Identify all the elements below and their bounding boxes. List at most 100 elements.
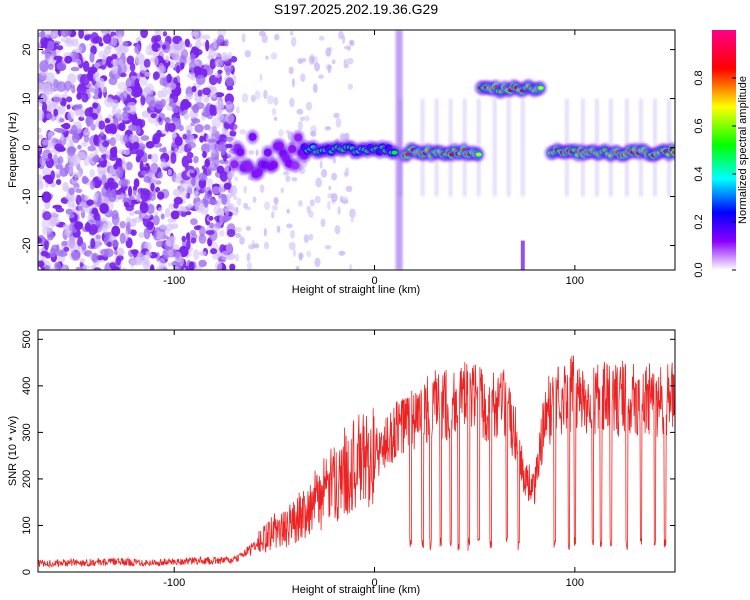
heatmap-noise-blob xyxy=(111,239,119,248)
heatmap-noise-blob xyxy=(108,190,117,203)
heatmap-noise-blob xyxy=(224,136,234,142)
heatmap-noise-blob xyxy=(142,156,148,163)
heatmap-noise-blob xyxy=(105,149,111,161)
heatmap-noise-blob xyxy=(303,234,309,244)
heatmap-noise-blob xyxy=(233,195,238,200)
heatmap-noise-blob xyxy=(221,250,229,261)
heatmap-noise-blob xyxy=(122,160,127,172)
heatmap-noise-blob xyxy=(180,48,189,60)
heatmap-noise-blob xyxy=(64,55,73,64)
heatmap-noise-blob xyxy=(171,104,179,114)
heatmap-noise-blob xyxy=(221,215,229,223)
heatmap-noise-blob xyxy=(346,57,354,65)
heatmap-noise-blob xyxy=(84,35,91,41)
heatmap-noise-blob xyxy=(152,133,161,145)
heatmap-noise-blob xyxy=(174,136,183,147)
heatmap-noise-blob xyxy=(324,126,332,131)
heatmap-noise-blob xyxy=(273,197,279,205)
heatmap-noise-blob xyxy=(263,241,269,250)
snr-y-axis-label: SNR (10 * v/v) xyxy=(7,416,19,486)
heatmap-noise-blob xyxy=(209,58,217,70)
heatmap-noise-blob xyxy=(44,30,51,39)
heatmap-noise-blob xyxy=(102,140,110,148)
spectrogram-y-axis-label: Frequency (Hz) xyxy=(7,112,19,188)
colorbar-tick-label: 0.0 xyxy=(693,262,705,277)
heatmap-noise-blob xyxy=(55,207,65,213)
heatmap-noise-blob xyxy=(214,58,224,68)
heatmap-noise-blob xyxy=(125,161,133,171)
heatmap-noise-blob xyxy=(49,31,55,39)
heatmap-noise-blob xyxy=(327,200,331,210)
heatmap-noise-blob xyxy=(76,46,83,53)
heatmap-noise-blob xyxy=(128,195,139,200)
heatmap-noise-blob xyxy=(89,168,96,178)
heatmap-noise-blob xyxy=(133,185,138,191)
heatmap-noise-blob xyxy=(208,126,218,134)
heatmap-noise-blob xyxy=(93,267,101,270)
heatmap-noise-blob xyxy=(288,66,294,75)
heatmap-noise-blob xyxy=(239,129,247,135)
y-tick-label: 20 xyxy=(21,43,33,55)
heatmap-signal-mid xyxy=(248,132,257,141)
heatmap-noise-blob xyxy=(221,194,228,205)
heatmap-noise-blob xyxy=(327,193,334,199)
heatmap-noise-blob xyxy=(309,53,315,64)
heatmap-noise-blob xyxy=(235,233,242,238)
heatmap-noise-blob xyxy=(90,32,99,44)
heatmap-noise-blob xyxy=(311,57,315,62)
colorbar-label: Normalized spectral amplitude xyxy=(737,76,749,224)
heatmap-noise-blob xyxy=(206,178,214,187)
heatmap-noise-blob xyxy=(164,208,171,218)
heatmap-noise-blob xyxy=(339,133,346,142)
heatmap-noise-blob xyxy=(95,238,101,250)
heatmap-noise-blob xyxy=(270,211,275,219)
heatmap-noise-blob xyxy=(47,40,55,52)
heatmap-noise-blob xyxy=(153,71,160,80)
x-tick-label: 0 xyxy=(371,577,377,589)
heatmap-noise-blob xyxy=(265,55,269,60)
heatmap-noise-blob xyxy=(155,240,164,248)
heatmap-noise-blob xyxy=(125,87,133,94)
heatmap-noise-blob xyxy=(154,100,164,110)
heatmap-noise-blob xyxy=(111,59,119,66)
heatmap-noise-blob xyxy=(245,225,252,231)
heatmap-noise-blob xyxy=(108,77,118,86)
heatmap-noise-blob xyxy=(349,208,356,219)
heatmap-noise-blob xyxy=(190,178,196,186)
heatmap-noise-blob xyxy=(229,130,237,137)
heatmap-noise-blob xyxy=(45,72,56,84)
heatmap-noise-blob xyxy=(179,42,186,49)
heatmap-noise-blob xyxy=(224,113,235,124)
heatmap-noise-blob xyxy=(159,224,167,230)
heatmap-noise-blob xyxy=(207,55,214,60)
y-tick-label: -20 xyxy=(21,238,33,254)
heatmap-noise-blob xyxy=(218,183,225,195)
heatmap-noise-blob xyxy=(155,34,162,42)
y-tick-label: 400 xyxy=(21,377,33,395)
y-tick-label: 100 xyxy=(21,516,33,534)
heatmap-noise-blob xyxy=(171,132,177,138)
heatmap-noise-blob xyxy=(218,141,228,153)
heatmap-noise-blob xyxy=(70,66,80,72)
heatmap-noise-blob xyxy=(88,85,96,94)
y-tick-label: 300 xyxy=(21,423,33,441)
heatmap-noise-blob xyxy=(77,144,82,150)
heatmap-noise-blob xyxy=(343,58,347,69)
heatmap-noise-blob xyxy=(132,141,140,150)
heatmap-noise-blob xyxy=(205,39,210,52)
heatmap-noise-blob xyxy=(308,233,314,241)
heatmap-noise-blob xyxy=(94,154,100,162)
heatmap-noise-blob xyxy=(203,124,211,131)
heatmap-noise-blob xyxy=(157,191,165,200)
heatmap-noise-blob xyxy=(81,92,89,103)
heatmap-noise-blob xyxy=(199,135,205,143)
heatmap-noise-blob xyxy=(71,154,82,166)
heatmap-noise-blob xyxy=(180,62,185,70)
heatmap-noise-blob xyxy=(67,236,77,247)
heatmap-noise-blob xyxy=(53,108,59,117)
heatmap-noise-blob xyxy=(298,253,303,261)
heatmap-noise-blob xyxy=(158,257,166,269)
heatmap-noise-blob xyxy=(55,179,62,185)
heatmap-noise-blob xyxy=(62,122,71,130)
heatmap-noise-blob xyxy=(180,102,185,112)
